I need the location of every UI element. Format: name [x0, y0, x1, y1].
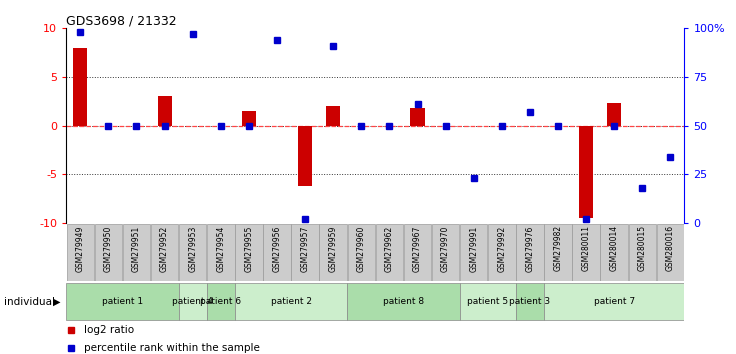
Bar [347, 224, 375, 281]
Bar [207, 284, 235, 320]
Bar [242, 111, 256, 126]
Bar [66, 224, 94, 281]
Bar [516, 224, 544, 281]
Bar [460, 224, 487, 281]
Text: GSM279949: GSM279949 [76, 225, 85, 272]
Bar [298, 126, 312, 186]
Bar [607, 103, 621, 126]
Bar [158, 97, 171, 126]
Text: patient 5: patient 5 [467, 297, 509, 306]
Text: patient 3: patient 3 [509, 297, 551, 306]
Text: GDS3698 / 21332: GDS3698 / 21332 [66, 14, 177, 27]
Text: GSM279955: GSM279955 [244, 225, 253, 272]
Text: individual: individual [4, 297, 54, 307]
Text: GSM280014: GSM280014 [609, 225, 619, 272]
Bar [411, 108, 425, 126]
Text: patient 4: patient 4 [172, 297, 213, 306]
Bar [347, 284, 460, 320]
Bar [66, 284, 179, 320]
Bar [95, 224, 122, 281]
Bar [291, 224, 319, 281]
Text: GSM279957: GSM279957 [300, 225, 310, 272]
Text: GSM279953: GSM279953 [188, 225, 197, 272]
Text: GSM279970: GSM279970 [441, 225, 450, 272]
Bar [235, 284, 347, 320]
Bar [579, 126, 593, 218]
Text: GSM280015: GSM280015 [638, 225, 647, 272]
Text: GSM279954: GSM279954 [216, 225, 225, 272]
Bar [432, 224, 459, 281]
Bar [326, 106, 340, 126]
Bar [657, 224, 684, 281]
Bar [601, 224, 628, 281]
Bar [629, 224, 656, 281]
Bar [516, 284, 544, 320]
Text: percentile rank within the sample: percentile rank within the sample [84, 343, 260, 353]
Bar [179, 284, 207, 320]
Text: GSM279982: GSM279982 [553, 225, 562, 272]
Text: GSM279950: GSM279950 [104, 225, 113, 272]
Text: ▶: ▶ [53, 297, 60, 307]
Bar [573, 224, 600, 281]
Text: patient 2: patient 2 [271, 297, 311, 306]
Text: patient 8: patient 8 [383, 297, 424, 306]
Bar [544, 284, 684, 320]
Text: GSM279960: GSM279960 [357, 225, 366, 272]
Bar [319, 224, 347, 281]
Bar [488, 224, 516, 281]
Text: GSM279976: GSM279976 [526, 225, 534, 272]
Bar [544, 224, 572, 281]
Text: log2 ratio: log2 ratio [84, 325, 134, 335]
Bar [263, 224, 291, 281]
Text: GSM279962: GSM279962 [385, 225, 394, 272]
Text: GSM280016: GSM280016 [666, 225, 675, 272]
Bar [235, 224, 263, 281]
Bar [74, 48, 88, 126]
Bar [460, 284, 516, 320]
Bar [375, 224, 403, 281]
Text: GSM279952: GSM279952 [160, 225, 169, 272]
Bar [123, 224, 150, 281]
Text: patient 6: patient 6 [200, 297, 241, 306]
Text: GSM280011: GSM280011 [581, 225, 590, 272]
Text: GSM279992: GSM279992 [498, 225, 506, 272]
Bar [179, 224, 207, 281]
Text: patient 1: patient 1 [102, 297, 143, 306]
Bar [207, 224, 235, 281]
Text: GSM279951: GSM279951 [132, 225, 141, 272]
Bar [151, 224, 178, 281]
Text: patient 7: patient 7 [594, 297, 634, 306]
Text: GSM279967: GSM279967 [413, 225, 422, 272]
Text: GSM279991: GSM279991 [470, 225, 478, 272]
Text: GSM279959: GSM279959 [329, 225, 338, 272]
Text: GSM279956: GSM279956 [272, 225, 281, 272]
Bar [404, 224, 431, 281]
